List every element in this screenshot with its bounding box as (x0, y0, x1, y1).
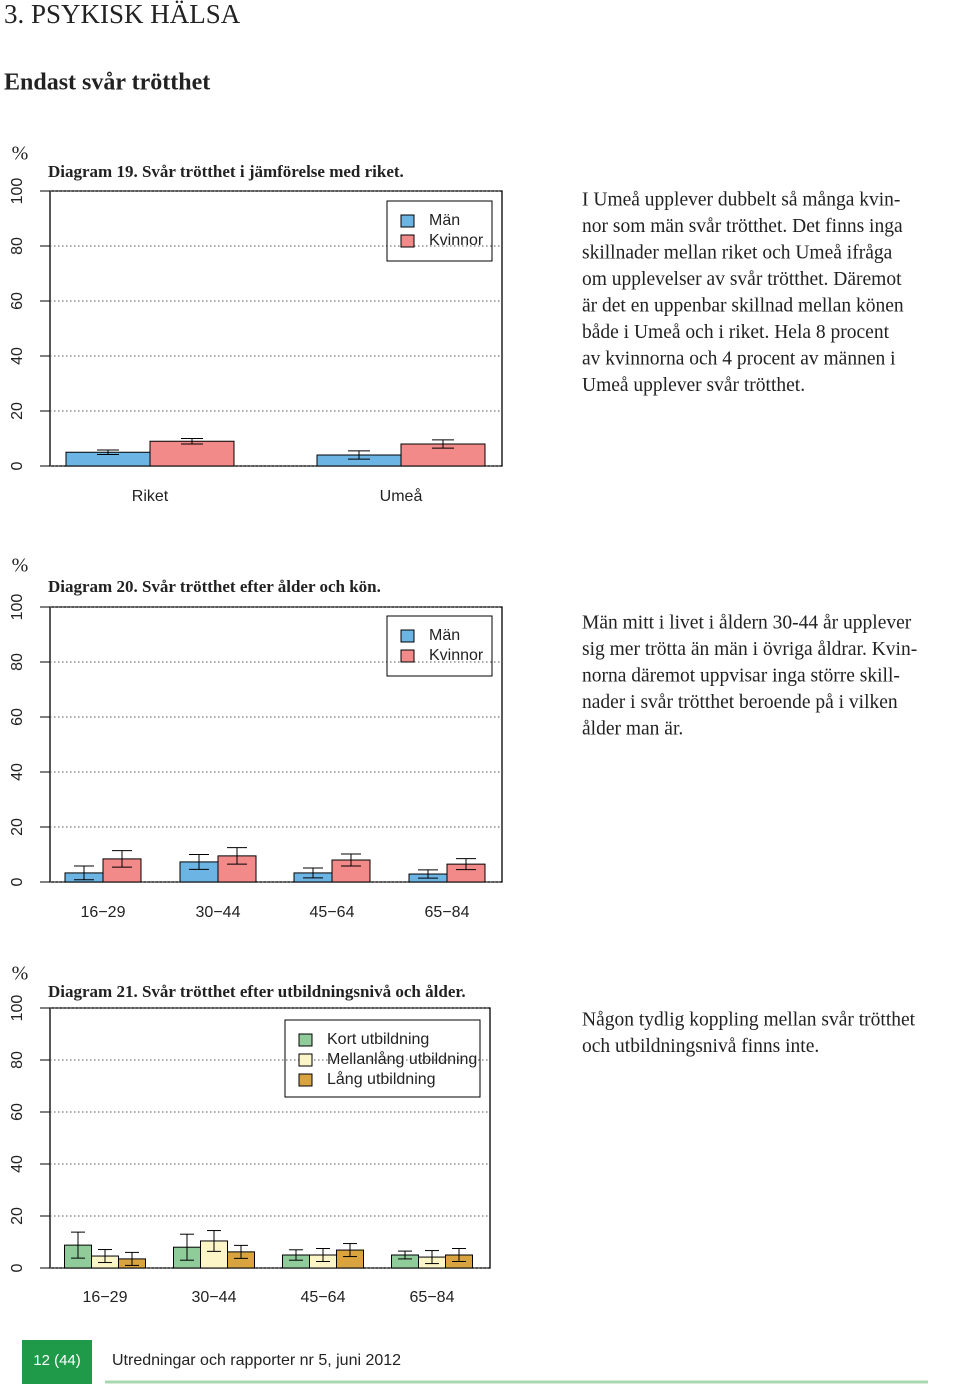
x-tick-label: 45−64 (310, 904, 355, 921)
paragraph-line: Män mitt i livet i åldern 30-44 år upple… (582, 612, 912, 633)
paragraph-line: Någon tydlig koppling mellan svår trötth… (582, 1009, 916, 1030)
paragraph-line: nor som män svår trötthet. Det finns ing… (582, 216, 903, 237)
y-tick-label: 80 (9, 237, 26, 255)
x-tick-label: 16−29 (81, 904, 126, 921)
legend-label: Lång utbildning (327, 1070, 436, 1088)
publication: Utredningar och rapporter nr 5, juni 201… (112, 1352, 401, 1369)
paragraph-line: skillnader mellan riket och Umeå ifråga (582, 242, 893, 263)
paragraph-line: nader i svår trötthet beroende på i vilk… (582, 692, 898, 713)
paragraph-line: sig mer trötta än män i övriga åldrar. K… (582, 639, 917, 660)
plot-frame (49, 190, 503, 467)
legend-box (386, 615, 493, 677)
subheading: Endast svår trötthet (4, 70, 210, 96)
y-tick-label: 40 (9, 1155, 26, 1173)
y-tick-label: 60 (9, 708, 26, 726)
x-tick-label: 45−64 (301, 1289, 346, 1306)
y-tick-label: 0 (9, 877, 26, 886)
legend-label: Män (429, 627, 460, 644)
paragraph-line: är det en uppenbar skillnad mellan könen (582, 295, 904, 316)
y-tick-label: 60 (9, 292, 26, 310)
legend-label: Kort utbildning (327, 1031, 429, 1048)
y-tick-label: 20 (9, 1207, 26, 1225)
chart-title: Diagram 19. Svår trötthet i jämförelse m… (48, 162, 404, 181)
legend-swatch (298, 1053, 313, 1067)
y-tick-label: 80 (9, 1051, 26, 1069)
paragraph-line: om upplevelser av svår trötthet. Däremot (582, 269, 902, 290)
y-tick-label: 20 (9, 402, 26, 420)
y-tick-label: 0 (9, 461, 26, 470)
paragraph-line: Umeå upplever svår trötthet. (582, 375, 805, 396)
page-number: 12 (44) (33, 1352, 81, 1369)
legend-box (284, 1019, 481, 1098)
legend-label: Män (429, 212, 460, 229)
x-tick-label: 65−84 (425, 904, 470, 921)
plot-frame (49, 606, 503, 883)
legend-swatch (400, 234, 415, 248)
legend-label: Kvinnor (429, 232, 484, 249)
x-tick-label: Umeå (380, 487, 423, 505)
paragraph-line: och utbildningsnivå finns inte. (582, 1036, 819, 1057)
y-axis-label: % (12, 555, 29, 577)
x-tick-label: 30−44 (196, 904, 241, 921)
y-tick-label: 100 (9, 995, 26, 1022)
y-axis-label: % (12, 143, 29, 165)
y-tick-label: 60 (9, 1103, 26, 1121)
x-tick-label: 30−44 (192, 1289, 237, 1306)
x-tick-label: Riket (132, 488, 169, 505)
page-number-box (22, 1340, 92, 1384)
paragraph-line: norna däremot uppvisar inga större skill… (582, 665, 900, 686)
legend-label: Kvinnor (429, 647, 484, 664)
y-tick-label: 0 (9, 1263, 26, 1272)
legend-swatch (400, 629, 415, 643)
legend-label: Mellanlång utbildning (327, 1050, 477, 1068)
legend-box (386, 200, 493, 262)
legend-swatch (400, 214, 415, 228)
y-tick-label: 20 (9, 818, 26, 836)
y-tick-label: 100 (9, 594, 26, 621)
legend-swatch (298, 1073, 313, 1087)
chart-title: Diagram 20. Svår trötthet efter ålder oc… (48, 577, 381, 596)
heading: 3. PSYKISK HÄLSA (4, 0, 241, 29)
y-tick-label: 80 (9, 653, 26, 671)
paragraph-line: ålder man är. (582, 718, 683, 739)
legend-swatch (400, 649, 415, 663)
legend-swatch (298, 1033, 313, 1047)
bar (149, 440, 235, 467)
y-axis-label: % (12, 963, 29, 985)
y-tick-label: 100 (9, 178, 26, 205)
paragraph-line: både i Umeå och i riket. Hela 8 procent (582, 322, 890, 343)
chart-title: Diagram 21. Svår trötthet efter utbildni… (48, 982, 466, 1001)
x-tick-label: 16−29 (83, 1289, 128, 1306)
x-tick-label: 65−84 (410, 1289, 455, 1306)
y-tick-label: 40 (9, 763, 26, 781)
paragraph-line: I Umeå upplever dubbelt så många kvin- (582, 189, 900, 210)
y-tick-label: 40 (9, 347, 26, 365)
paragraph-line: av kvinnorna och 4 procent av männen i (582, 348, 896, 369)
